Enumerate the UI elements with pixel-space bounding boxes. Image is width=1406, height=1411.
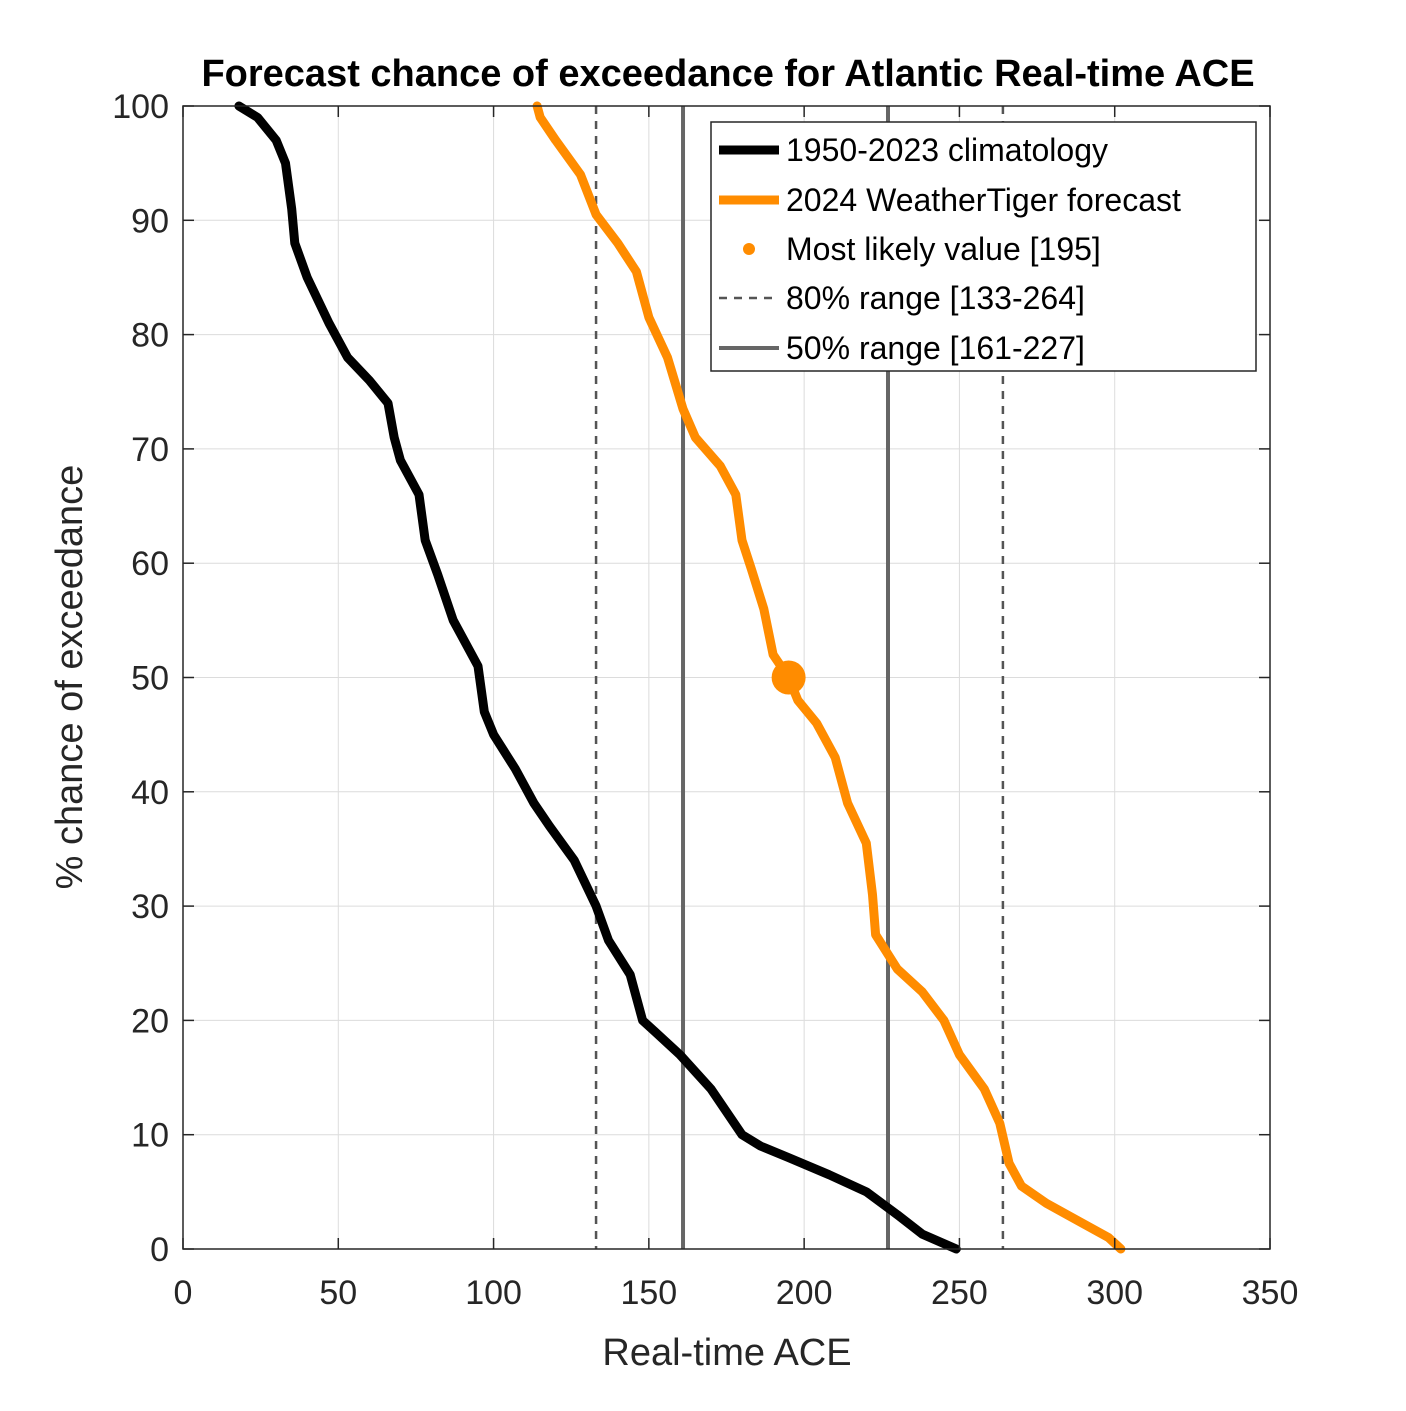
x-tick-label: 200 bbox=[776, 1274, 833, 1312]
y-tick-label: 40 bbox=[131, 774, 169, 812]
x-axis-label: Real-time ACE bbox=[602, 1332, 851, 1374]
y-tick-label: 20 bbox=[131, 1002, 169, 1040]
y-tick-label: 100 bbox=[112, 88, 169, 126]
x-tick-label: 300 bbox=[1086, 1274, 1143, 1312]
y-tick-label: 10 bbox=[131, 1117, 169, 1155]
forecast-line bbox=[532, 101, 1126, 1254]
x-tick-label: 0 bbox=[174, 1274, 193, 1312]
y-tick-label: 0 bbox=[150, 1231, 169, 1269]
legend-label-80-range: 80% range [133-264] bbox=[786, 280, 1085, 316]
y-tick-label: 70 bbox=[131, 431, 169, 469]
x-tick-label: 150 bbox=[620, 1274, 677, 1312]
series-lines bbox=[234, 101, 1126, 1254]
legend-label-most-likely: Most likely value [195] bbox=[786, 231, 1101, 267]
x-tick-label: 50 bbox=[319, 1274, 357, 1312]
chart-title: Forecast chance of exceedance for Atlant… bbox=[201, 53, 1254, 95]
legend-swatch-most-likely bbox=[743, 243, 755, 255]
y-tick-label: 60 bbox=[131, 545, 169, 583]
x-tick-label: 100 bbox=[465, 1274, 522, 1312]
axis-ticks: 0 50 100 150 200 250 300 350 0 10 20 30 40 50 60 70 80 90… bbox=[112, 88, 1298, 1312]
markers bbox=[771, 660, 806, 695]
y-tick-label: 80 bbox=[131, 317, 169, 355]
legend-box bbox=[710, 121, 1257, 372]
y-tick-label: 30 bbox=[131, 888, 169, 926]
most-likely-marker bbox=[771, 660, 806, 695]
y-axis-label: % chance of exceedance bbox=[49, 465, 91, 890]
y-tick-label: 50 bbox=[131, 660, 169, 698]
y-tick-label: 90 bbox=[131, 202, 169, 240]
climatology-line bbox=[234, 101, 961, 1254]
legend-label-50-range: 50% range [161-227] bbox=[786, 330, 1085, 366]
x-tick-label: 250 bbox=[931, 1274, 988, 1312]
legend-label-forecast: 2024 WeatherTiger forecast bbox=[786, 182, 1181, 218]
x-tick-label: 350 bbox=[1242, 1274, 1299, 1312]
legend: 1950-2023 climatology 2024 WeatherTiger … bbox=[710, 121, 1257, 372]
legend-label-climatology: 1950-2023 climatology bbox=[786, 132, 1108, 168]
